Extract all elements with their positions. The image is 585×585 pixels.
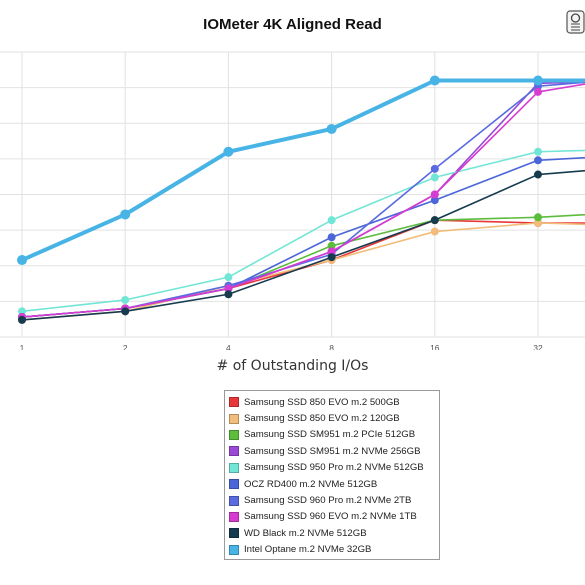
legend-label: Intel Optane m.2 NVMe 32GB — [244, 544, 372, 556]
legend-item: Samsung SSD 850 EVO m.2 500GB — [229, 394, 439, 410]
series-point — [18, 307, 26, 316]
legend-swatch — [229, 495, 239, 506]
series-point — [327, 216, 336, 225]
series-point — [430, 190, 439, 199]
legend-swatch — [229, 479, 239, 490]
series-point — [120, 209, 131, 220]
legend-item: WD Black m.2 NVMe 512GB — [229, 525, 439, 541]
series-line — [21, 169, 585, 321]
series-point — [430, 164, 439, 173]
series-point — [18, 315, 26, 324]
legend-label: Samsung SSD 960 EVO m.2 NVMe 1TB — [244, 511, 417, 523]
legend-label: Samsung SSD 850 EVO m.2 120GB — [244, 413, 400, 425]
legend-swatch — [229, 462, 239, 473]
series-point — [533, 75, 543, 86]
legend-label: Samsung SSD 950 Pro m.2 NVMe 512GB — [244, 462, 424, 474]
series-point — [430, 173, 439, 182]
legend-label: WD Black m.2 NVMe 512GB — [244, 527, 367, 539]
legend-label: Samsung SSD SM951 m.2 PCIe 512GB — [244, 429, 416, 441]
series-point — [326, 123, 337, 134]
x-axis-label: # of Outstanding I/Os — [216, 358, 369, 374]
series-point — [121, 295, 130, 304]
series-line — [21, 83, 585, 318]
legend-item: Samsung SSD 960 Pro m.2 NVMe 2TB — [229, 492, 439, 508]
legend-swatch — [229, 446, 239, 457]
legend-swatch — [229, 413, 239, 424]
legend-swatch — [229, 544, 239, 555]
series-point — [534, 219, 542, 227]
series-point — [327, 241, 336, 250]
x-tick-label: 32 — [533, 343, 543, 350]
legend-label: Samsung SSD SM951 m.2 NVMe 256GB — [244, 445, 421, 457]
legend-swatch — [229, 528, 239, 539]
x-tick-label: 1 — [20, 343, 25, 350]
series-point — [17, 255, 27, 266]
legend-swatch — [229, 429, 239, 440]
x-tick-label: 16 — [430, 343, 440, 350]
legend-swatch — [229, 511, 239, 522]
series-point — [327, 247, 336, 256]
legend-label: Samsung SSD 850 EVO m.2 500GB — [244, 396, 400, 408]
series-point — [223, 146, 234, 157]
legend-item: Samsung SSD 850 EVO m.2 120GB — [229, 410, 439, 426]
series-point — [430, 216, 439, 225]
series-point — [224, 273, 233, 282]
series-line — [20, 78, 585, 263]
series-point — [430, 196, 439, 205]
series-point — [327, 253, 336, 262]
x-tick-label: 2 — [123, 343, 128, 350]
legend: Samsung SSD 850 EVO m.2 500GB Samsung SSD… — [224, 390, 440, 560]
series-point — [534, 147, 542, 156]
legend-item: Intel Optane m.2 NVMe 32GB — [229, 542, 439, 558]
series-point — [224, 284, 233, 293]
series-point — [534, 156, 542, 165]
series-point — [429, 75, 440, 86]
x-tick-label: 8 — [329, 343, 334, 350]
series-point — [121, 307, 130, 316]
series-point — [534, 87, 542, 96]
legend-label: Samsung SSD 960 Pro m.2 NVMe 2TB — [244, 495, 412, 507]
plot-area: 1 2 4 8 16 32 — [0, 51, 585, 350]
series-point — [534, 170, 542, 179]
series-point — [534, 213, 542, 222]
chart-title: IOMeter 4K Aligned Read — [203, 16, 382, 33]
series-line — [21, 222, 585, 321]
legend-item: Samsung SSD 950 Pro m.2 NVMe 512GB — [229, 460, 439, 476]
series-point — [430, 227, 439, 236]
site-logo-icon — [566, 10, 585, 34]
series-point — [224, 290, 233, 299]
legend-swatch — [229, 397, 239, 408]
legend-item: Samsung SSD 960 EVO m.2 NVMe 1TB — [229, 509, 439, 525]
legend-item: Samsung SSD SM951 m.2 PCIe 512GB — [229, 427, 439, 443]
legend-item: Samsung SSD SM951 m.2 NVMe 256GB — [229, 443, 439, 459]
series-line — [21, 81, 585, 318]
series-point — [327, 233, 336, 242]
legend-label: OCZ RD400 m.2 NVMe 512GB — [244, 478, 378, 490]
legend-item: OCZ RD400 m.2 NVMe 512GB — [229, 476, 439, 492]
x-tick-label: 4 — [226, 343, 231, 350]
